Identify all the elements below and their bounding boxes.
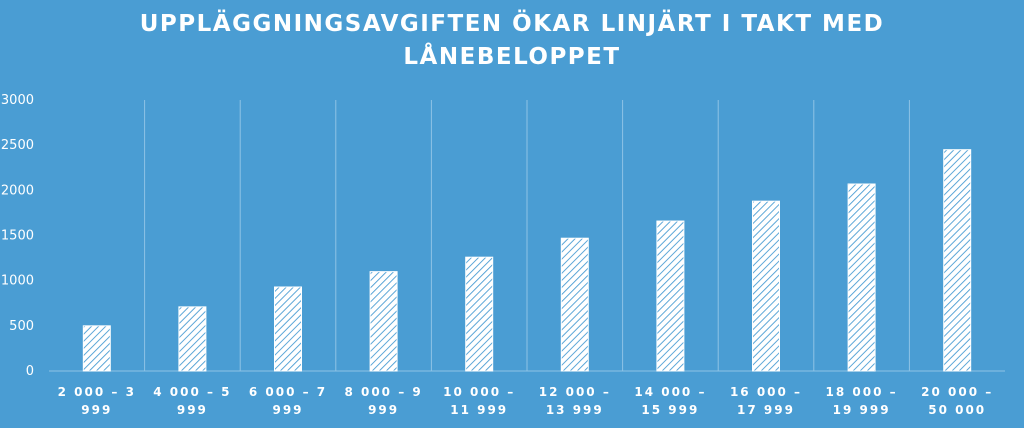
bar bbox=[752, 200, 780, 372]
bar bbox=[943, 149, 972, 372]
x-tick-label: 17 999 bbox=[737, 403, 795, 417]
x-tick-label: 2 000 – 3 bbox=[58, 385, 136, 399]
chart-title-line-1: UPPLÄGGNINGSAVGIFTEN ÖKAR LINJÄRT I TAKT… bbox=[139, 11, 885, 37]
y-tick-label: 2000 bbox=[1, 183, 34, 198]
x-tick-label: 14 000 – bbox=[634, 385, 706, 399]
bar bbox=[465, 256, 494, 372]
x-axis: 2 000 – 3 999 4 000 – 5 999 6 000 – 7 999 8 00… bbox=[58, 385, 993, 417]
x-tick-label: 50 000 bbox=[928, 403, 986, 417]
y-tick-label: 1000 bbox=[1, 274, 34, 289]
bar bbox=[369, 271, 398, 372]
x-tick-label: 19 999 bbox=[833, 403, 891, 417]
chart-title: UPPLÄGGNINGSAVGIFTEN ÖKAR LINJÄRT I TAKT… bbox=[0, 8, 1024, 74]
y-tick-label: 3000 bbox=[1, 93, 34, 108]
x-tick-label: 13 999 bbox=[546, 403, 604, 417]
x-tick-label: 6 000 – 7 bbox=[249, 385, 327, 399]
x-tick-label: 12 000 – bbox=[539, 385, 611, 399]
x-tick-label: 16 000 – bbox=[730, 385, 802, 399]
x-tick-label: 4 000 – 5 bbox=[153, 385, 231, 399]
bars bbox=[82, 149, 972, 372]
x-tick-label: 15 999 bbox=[641, 403, 699, 417]
x-tick-label: 8 000 – 9 bbox=[344, 385, 422, 399]
y-tick-label: 2500 bbox=[1, 138, 34, 153]
x-tick-label: 20 000 – bbox=[921, 385, 993, 399]
x-tick-label: 999 bbox=[177, 403, 208, 417]
bar bbox=[560, 237, 589, 372]
grid-lines bbox=[49, 100, 1005, 372]
x-tick-label: 11 999 bbox=[450, 403, 508, 417]
x-tick-label: 999 bbox=[368, 403, 399, 417]
bar bbox=[82, 325, 111, 372]
bar bbox=[656, 220, 685, 372]
bar bbox=[178, 306, 207, 372]
bar bbox=[847, 183, 876, 372]
x-tick-label: 999 bbox=[81, 403, 112, 417]
x-tick-label: 999 bbox=[272, 403, 303, 417]
bar bbox=[274, 286, 302, 372]
y-axis: 0 500 1000 1500 2000 2500 3000 bbox=[1, 93, 34, 379]
y-tick-label: 500 bbox=[9, 319, 34, 334]
chart-title-line-2: LÅNEBELOPPET bbox=[403, 44, 621, 70]
x-tick-label: 10 000 – bbox=[443, 385, 515, 399]
x-tick-label: 18 000 – bbox=[826, 385, 898, 399]
y-tick-label: 0 bbox=[26, 364, 34, 379]
y-tick-label: 1500 bbox=[1, 229, 34, 244]
